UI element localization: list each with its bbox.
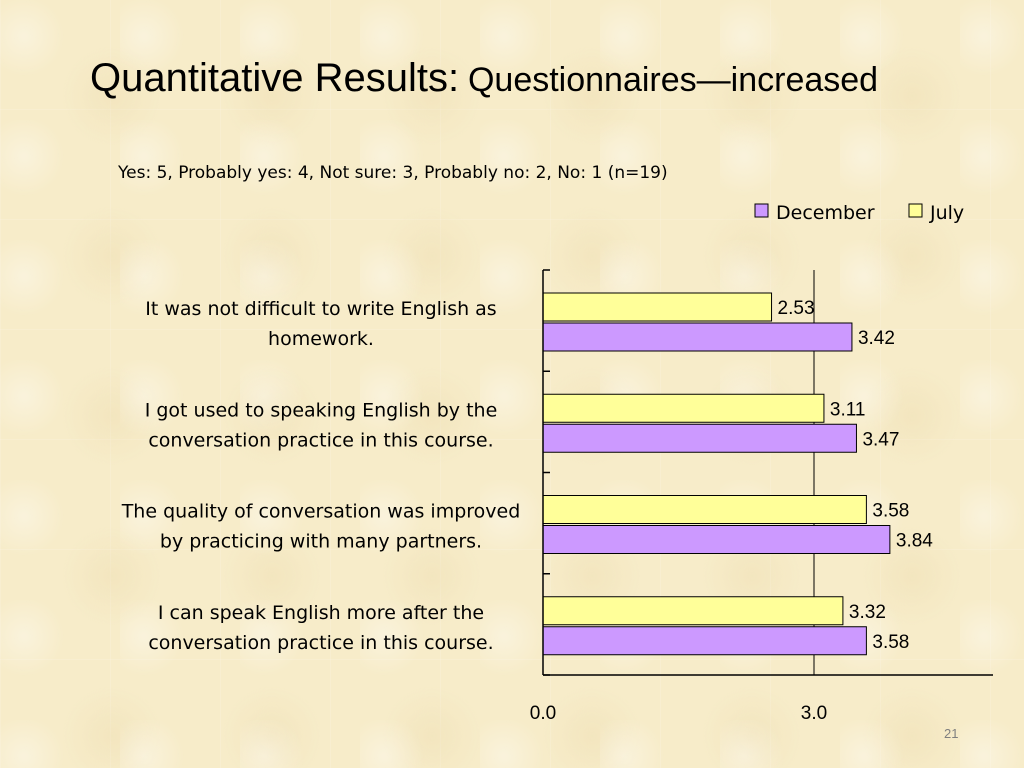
category-label-line: homework. bbox=[268, 328, 374, 350]
title-main: Quantitative Results bbox=[90, 56, 448, 100]
data-label-december-4: 3.58 bbox=[872, 632, 909, 653]
bar-december-2 bbox=[542, 423, 857, 453]
slide-title: Quantitative Results: Questionnaires—inc… bbox=[90, 56, 878, 101]
data-label-december-2: 3.47 bbox=[862, 429, 899, 450]
bar-july-1 bbox=[542, 292, 773, 322]
title-subtitle: Questionnaires—increased bbox=[467, 61, 879, 99]
x-tick-label-1: 0.0 bbox=[530, 703, 556, 724]
category-label-line: I can speak English more after the bbox=[158, 602, 484, 624]
category-label-2: I got used to speaking English by the con… bbox=[145, 399, 498, 451]
bar-july-4 bbox=[542, 596, 844, 626]
category-label-1: It was not difficult to write English as… bbox=[145, 298, 496, 350]
title-colon: : bbox=[447, 56, 460, 100]
legend-swatch-july bbox=[908, 203, 923, 218]
data-label-december-3: 3.84 bbox=[896, 531, 933, 552]
data-label-july-1: 2.53 bbox=[778, 298, 815, 319]
data-label-december-1: 3.42 bbox=[858, 328, 895, 349]
category-label-line: conversation practice in this course. bbox=[148, 632, 493, 654]
legend-swatch-december bbox=[754, 203, 769, 218]
bar-december-3 bbox=[542, 525, 891, 554]
category-label-line: It was not difficult to write English as bbox=[145, 298, 496, 320]
data-label-july-4: 3.32 bbox=[849, 602, 886, 623]
bar-december-1 bbox=[542, 322, 853, 352]
category-label-line: conversation practice in this course. bbox=[148, 429, 493, 451]
x-tick-label-2: 3.0 bbox=[801, 703, 827, 724]
legend-label-july: July bbox=[929, 202, 964, 224]
category-label-line: The quality of conversation was improved bbox=[121, 501, 521, 523]
category-label-3: The quality of conversation was improved… bbox=[121, 501, 521, 553]
data-label-july-2: 3.11 bbox=[830, 399, 866, 420]
bar-july-2 bbox=[542, 393, 825, 423]
data-label-july-3: 3.58 bbox=[872, 501, 909, 522]
legend-label-december: December bbox=[776, 202, 875, 224]
category-label-4: I can speak English more after the conver… bbox=[148, 602, 493, 654]
page-number: 21 bbox=[944, 726, 959, 741]
bar-december-4 bbox=[542, 626, 867, 656]
category-label-line: by practicing with many partners. bbox=[160, 531, 482, 553]
bar-july-3 bbox=[542, 495, 867, 524]
category-label-line: I got used to speaking English by the bbox=[145, 399, 498, 421]
scale-note: Yes: 5, Probably yes: 4, Not sure: 3, Pr… bbox=[118, 163, 668, 183]
